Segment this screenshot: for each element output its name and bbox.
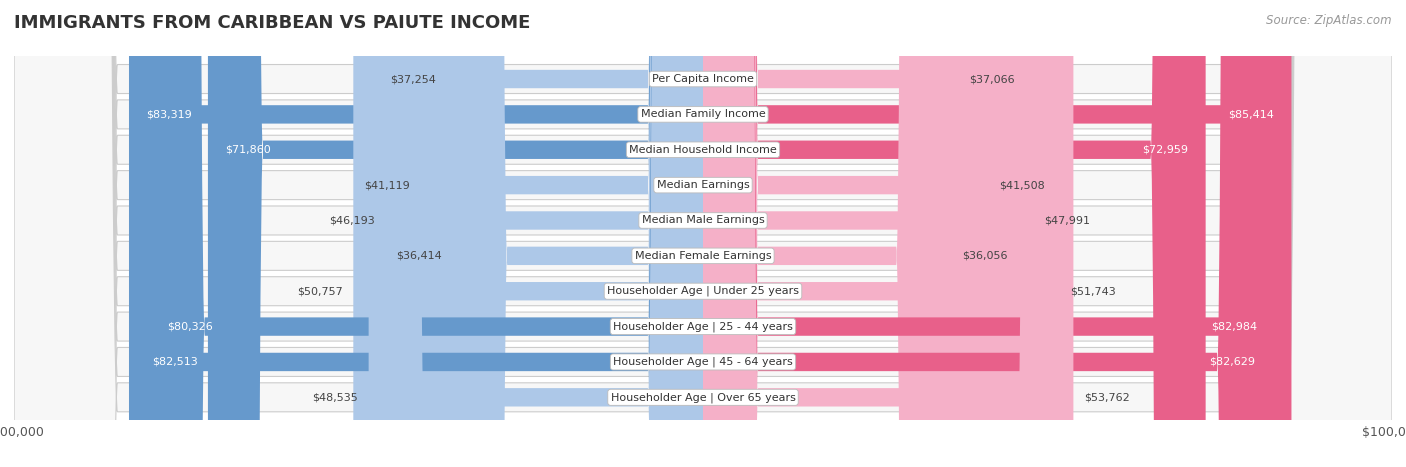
FancyBboxPatch shape <box>703 0 988 467</box>
Text: $71,860: $71,860 <box>225 145 271 155</box>
Text: Householder Age | Over 65 years: Householder Age | Over 65 years <box>610 392 796 403</box>
FancyBboxPatch shape <box>14 0 1392 467</box>
FancyBboxPatch shape <box>703 0 1073 467</box>
FancyBboxPatch shape <box>703 0 1033 467</box>
Text: $37,254: $37,254 <box>389 74 436 84</box>
FancyBboxPatch shape <box>14 0 1392 467</box>
FancyBboxPatch shape <box>453 0 703 467</box>
Text: $47,991: $47,991 <box>1045 215 1090 226</box>
Text: $72,959: $72,959 <box>1143 145 1188 155</box>
FancyBboxPatch shape <box>135 0 703 467</box>
Text: $48,535: $48,535 <box>312 392 359 402</box>
FancyBboxPatch shape <box>14 0 1392 467</box>
Text: $82,984: $82,984 <box>1212 322 1257 332</box>
FancyBboxPatch shape <box>385 0 703 467</box>
Text: $53,762: $53,762 <box>1084 392 1129 402</box>
FancyBboxPatch shape <box>703 0 1275 467</box>
Text: $82,513: $82,513 <box>152 357 197 367</box>
FancyBboxPatch shape <box>420 0 703 467</box>
FancyBboxPatch shape <box>14 0 1392 467</box>
FancyBboxPatch shape <box>703 0 1205 467</box>
FancyBboxPatch shape <box>368 0 703 467</box>
Text: $36,056: $36,056 <box>962 251 1007 261</box>
Text: Per Capita Income: Per Capita Income <box>652 74 754 84</box>
Text: $50,757: $50,757 <box>297 286 343 296</box>
FancyBboxPatch shape <box>208 0 703 467</box>
FancyBboxPatch shape <box>703 0 1060 467</box>
Text: $46,193: $46,193 <box>329 215 374 226</box>
FancyBboxPatch shape <box>703 0 1272 467</box>
Text: $37,066: $37,066 <box>969 74 1014 84</box>
Text: Householder Age | Under 25 years: Householder Age | Under 25 years <box>607 286 799 297</box>
Text: $41,119: $41,119 <box>364 180 409 190</box>
FancyBboxPatch shape <box>14 0 1392 467</box>
Text: Source: ZipAtlas.com: Source: ZipAtlas.com <box>1267 14 1392 27</box>
Text: $80,326: $80,326 <box>167 322 212 332</box>
Text: $51,743: $51,743 <box>1070 286 1115 296</box>
FancyBboxPatch shape <box>703 0 959 467</box>
FancyBboxPatch shape <box>149 0 703 467</box>
Text: Householder Age | 25 - 44 years: Householder Age | 25 - 44 years <box>613 321 793 332</box>
FancyBboxPatch shape <box>14 0 1392 467</box>
FancyBboxPatch shape <box>14 0 1392 467</box>
Text: $36,414: $36,414 <box>396 251 441 261</box>
Text: $83,319: $83,319 <box>146 109 193 120</box>
Text: Median Male Earnings: Median Male Earnings <box>641 215 765 226</box>
FancyBboxPatch shape <box>14 0 1392 467</box>
FancyBboxPatch shape <box>353 0 703 467</box>
FancyBboxPatch shape <box>14 0 1392 467</box>
FancyBboxPatch shape <box>129 0 703 467</box>
Text: $41,508: $41,508 <box>1000 180 1045 190</box>
Text: Median Family Income: Median Family Income <box>641 109 765 120</box>
Text: Median Female Earnings: Median Female Earnings <box>634 251 772 261</box>
FancyBboxPatch shape <box>446 0 703 467</box>
Text: $85,414: $85,414 <box>1229 109 1274 120</box>
Text: Median Household Income: Median Household Income <box>628 145 778 155</box>
FancyBboxPatch shape <box>703 0 952 467</box>
Text: $82,629: $82,629 <box>1209 357 1256 367</box>
Text: Householder Age | 45 - 64 years: Householder Age | 45 - 64 years <box>613 357 793 367</box>
Text: Median Earnings: Median Earnings <box>657 180 749 190</box>
FancyBboxPatch shape <box>14 0 1392 467</box>
FancyBboxPatch shape <box>703 0 1292 467</box>
Text: IMMIGRANTS FROM CARIBBEAN VS PAIUTE INCOME: IMMIGRANTS FROM CARIBBEAN VS PAIUTE INCO… <box>14 14 530 32</box>
